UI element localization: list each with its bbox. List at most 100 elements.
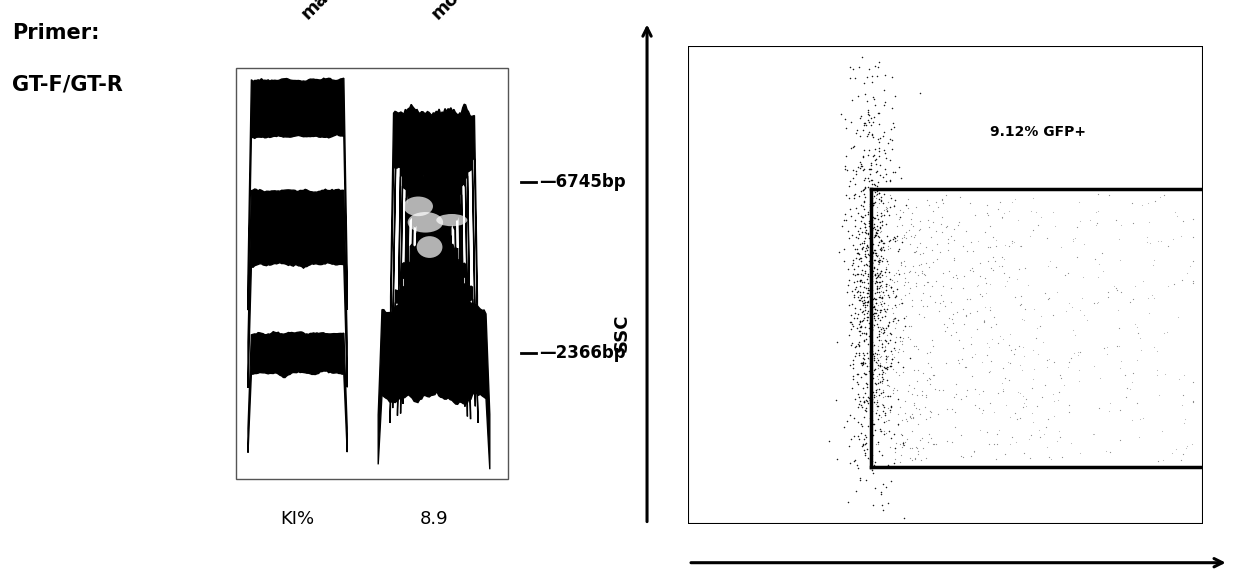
Point	[1140, 218, 1159, 227]
Point	[1096, 446, 1116, 455]
Point	[866, 315, 885, 324]
Text: monocyte: monocyte	[428, 0, 511, 23]
Point	[861, 395, 880, 404]
Point	[1148, 237, 1168, 246]
Point	[839, 317, 859, 327]
Point	[911, 387, 931, 396]
Point	[942, 404, 962, 413]
Point	[960, 308, 980, 317]
Point	[867, 229, 887, 238]
Point	[862, 215, 882, 225]
Point	[870, 360, 890, 369]
Point	[862, 242, 882, 251]
Point	[918, 375, 937, 384]
Point	[844, 394, 864, 404]
Point	[1033, 338, 1053, 347]
Point	[910, 88, 930, 97]
Point	[892, 429, 911, 438]
Point	[835, 422, 854, 431]
Point	[864, 145, 884, 154]
Point	[1017, 401, 1037, 410]
Point	[1065, 234, 1085, 243]
Point	[864, 302, 884, 311]
Point	[1122, 368, 1142, 377]
Point	[872, 216, 892, 225]
Point	[858, 130, 878, 139]
Point	[882, 355, 901, 364]
Point	[841, 63, 861, 72]
Point	[1014, 398, 1034, 408]
Point	[1016, 304, 1035, 313]
Point	[949, 221, 968, 230]
Point	[838, 264, 858, 274]
Point	[867, 186, 887, 196]
Point	[864, 62, 884, 71]
Point	[1006, 344, 1025, 353]
Point	[952, 355, 972, 364]
Point	[910, 224, 930, 233]
Point	[918, 348, 937, 357]
Point	[868, 341, 888, 351]
Point	[854, 189, 874, 198]
Point	[842, 212, 862, 221]
Point	[854, 337, 874, 346]
Point	[872, 220, 892, 229]
Point	[874, 86, 894, 95]
Point	[856, 406, 875, 416]
Point	[875, 279, 895, 288]
Point	[892, 337, 911, 346]
Point	[1052, 374, 1071, 383]
Point	[968, 389, 988, 398]
Point	[992, 378, 1012, 387]
Polygon shape	[391, 104, 477, 328]
Point	[1092, 249, 1112, 258]
Polygon shape	[401, 290, 467, 417]
Point	[849, 396, 869, 405]
Point	[884, 119, 904, 128]
Point	[1011, 360, 1030, 369]
Point	[897, 233, 916, 242]
Point	[868, 359, 888, 368]
Point	[869, 258, 889, 267]
Point	[872, 236, 892, 245]
Point	[941, 331, 961, 340]
Point	[826, 395, 846, 404]
Point	[944, 236, 963, 245]
Point	[863, 133, 883, 142]
Point	[1100, 406, 1120, 416]
Point	[883, 73, 903, 82]
Point	[1120, 385, 1140, 394]
Point	[873, 385, 893, 394]
Point	[864, 351, 884, 360]
Point	[872, 235, 892, 244]
Point	[901, 427, 921, 436]
Point	[863, 420, 883, 429]
Point	[854, 205, 874, 214]
Point	[872, 242, 892, 251]
Point	[858, 107, 878, 116]
Point	[904, 413, 924, 422]
Point	[905, 248, 925, 257]
Point	[913, 443, 932, 453]
Text: 9.12% GFP+: 9.12% GFP+	[990, 125, 1086, 139]
Point	[978, 211, 998, 220]
Point	[864, 460, 884, 469]
Point	[960, 198, 980, 207]
Point	[844, 413, 864, 422]
Point	[894, 346, 914, 355]
Point	[848, 286, 868, 295]
Point	[883, 276, 903, 285]
Point	[854, 314, 874, 323]
Point	[906, 279, 926, 288]
Point	[869, 308, 889, 317]
Point	[867, 396, 887, 405]
Point	[1164, 279, 1184, 288]
Point	[1045, 262, 1065, 271]
Point	[1145, 197, 1164, 206]
Point	[1069, 366, 1089, 375]
Point	[1032, 393, 1052, 402]
Point	[853, 308, 873, 317]
Point	[872, 277, 892, 286]
Point	[849, 229, 869, 238]
Point	[892, 220, 911, 229]
